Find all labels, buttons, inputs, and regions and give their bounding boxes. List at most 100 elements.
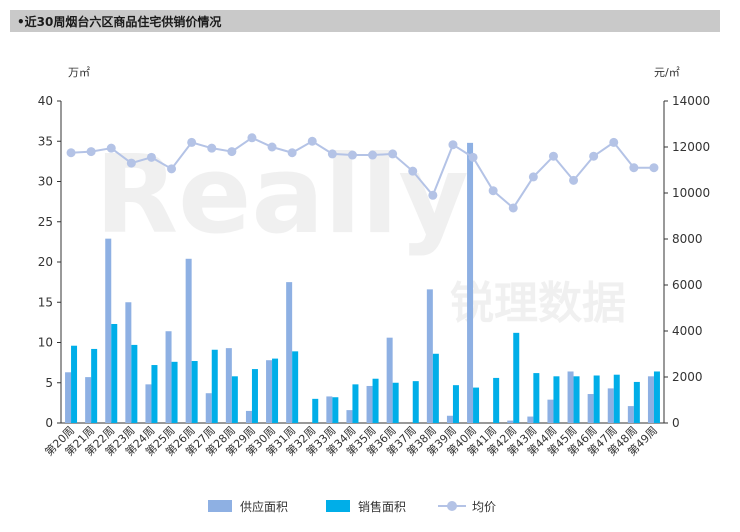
- bar-sales: [251, 369, 258, 423]
- bar-sales: [432, 353, 439, 423]
- bar-sales: [513, 332, 520, 423]
- price-point: [86, 147, 96, 157]
- price-point: [66, 148, 76, 158]
- price-point: [589, 151, 599, 161]
- bar-supply: [446, 415, 453, 423]
- price-point: [649, 163, 659, 173]
- bar-supply: [145, 384, 152, 423]
- price-point: [347, 150, 357, 160]
- bar-sales: [553, 376, 560, 423]
- price-point: [408, 166, 418, 176]
- watermark-text: Really: [95, 133, 469, 258]
- bar-supply: [346, 410, 353, 423]
- bar-supply: [65, 372, 72, 423]
- watermark: Really 锐理数据: [95, 133, 626, 329]
- bar-sales: [473, 387, 480, 423]
- price-point: [508, 203, 518, 213]
- y-left-tick-label: 15: [38, 295, 53, 309]
- y-left-tick-label: 20: [38, 255, 53, 269]
- price-point: [106, 143, 116, 153]
- bar-sales: [292, 351, 299, 423]
- price-point: [569, 175, 579, 185]
- price-point: [227, 147, 237, 157]
- legend-label-sales: 销售面积: [358, 499, 407, 514]
- watermark-cn-text: 锐理数据: [450, 278, 626, 329]
- bar-supply: [165, 331, 172, 423]
- bar-sales: [412, 381, 419, 423]
- bar-supply: [125, 302, 132, 423]
- bar-supply: [205, 393, 212, 423]
- price-point: [609, 137, 619, 147]
- legend-item-sales: 销售面积: [326, 496, 406, 516]
- bar-sales: [272, 358, 279, 423]
- y-right-tick-label: 8000: [672, 232, 703, 246]
- price-line: [66, 133, 659, 213]
- y-left-tick-label: 40: [38, 94, 53, 108]
- bar-sales: [593, 375, 600, 423]
- price-point: [267, 142, 277, 152]
- price-point: [187, 137, 197, 147]
- bars: [65, 142, 660, 424]
- bar-sales: [191, 361, 198, 423]
- bar-sales: [71, 345, 78, 423]
- bar-sales: [392, 382, 399, 423]
- bar-supply: [507, 420, 514, 423]
- y-left-unit: 万㎡: [68, 66, 90, 79]
- price-point: [368, 150, 378, 160]
- bar-sales: [332, 397, 339, 423]
- y-right-tick-label: 14000: [672, 94, 710, 108]
- bar-sales: [372, 378, 379, 423]
- bar-supply: [567, 371, 574, 423]
- price-point: [126, 158, 136, 168]
- y-right-unit: 元/㎡: [654, 66, 680, 79]
- price-point: [146, 152, 156, 162]
- bar-supply: [326, 396, 333, 423]
- y-left-tick-label: 5: [45, 376, 53, 390]
- bar-supply: [527, 416, 534, 423]
- bar-supply: [647, 376, 654, 423]
- legend-swatch-supply: [208, 500, 232, 512]
- bar-sales: [452, 385, 459, 423]
- price-point: [167, 164, 177, 174]
- bar-supply: [245, 410, 252, 423]
- y-right-tick-label: 10000: [672, 186, 710, 200]
- price-point: [448, 140, 458, 150]
- price-point: [548, 151, 558, 161]
- bar-sales: [653, 371, 660, 423]
- y-left-tick-label: 30: [38, 175, 53, 189]
- bar-sales: [533, 373, 540, 423]
- bar-sales: [573, 376, 580, 423]
- bar-sales: [493, 377, 500, 423]
- price-point: [428, 190, 438, 200]
- y-left-tick-label: 10: [38, 336, 53, 350]
- y-right-tick-label: 12000: [672, 140, 710, 154]
- price-point: [488, 186, 498, 196]
- y-right-ticks: 0 2000 4000 6000 8000 10000 12000 14000: [664, 94, 710, 430]
- bar-supply: [627, 406, 634, 423]
- y-right-tick-label: 4000: [672, 324, 703, 338]
- chart-svg: Really 锐理数据 万㎡ 元/㎡ 0 5 10 15 20 25 30 35 40 0 200…: [38, 66, 710, 459]
- bar-supply: [547, 399, 554, 423]
- price-point: [207, 143, 217, 153]
- bar-supply: [105, 238, 112, 423]
- bar-sales: [171, 361, 178, 423]
- bar-supply: [85, 377, 92, 423]
- bar-sales: [111, 323, 118, 423]
- bar-supply: [266, 360, 273, 423]
- bar-supply: [225, 348, 232, 423]
- bar-sales: [211, 349, 218, 423]
- category-labels: 第20周第21周第22周第23周第24周第25周第26周第27周第28周第29周…: [42, 423, 660, 458]
- bar-supply: [607, 388, 614, 423]
- bar-supply: [467, 142, 474, 424]
- legend: 供应面积 销售面积 均价: [0, 496, 740, 516]
- price-point: [629, 163, 639, 173]
- price-point: [468, 152, 478, 162]
- bar-sales: [231, 376, 238, 423]
- legend-swatch-price: [438, 500, 466, 512]
- y-left-tick-label: 0: [45, 416, 53, 430]
- y-right-tick-label: 6000: [672, 278, 703, 292]
- chart-title: •近30周烟台六区商品住宅供销价情况: [17, 15, 222, 29]
- bar-sales: [312, 398, 319, 423]
- y-left-tick-label: 35: [38, 134, 53, 148]
- bar-sales: [613, 374, 620, 423]
